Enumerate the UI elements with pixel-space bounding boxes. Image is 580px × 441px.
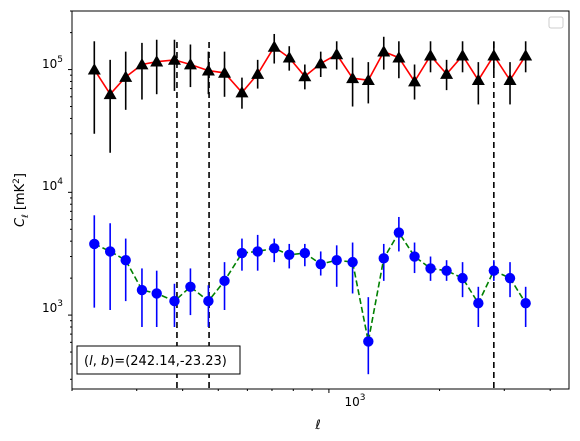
data-point	[185, 281, 196, 293]
data-point	[456, 49, 470, 61]
data-point	[363, 336, 374, 347]
series-1	[89, 215, 531, 375]
data-point	[104, 246, 116, 257]
data-point	[119, 70, 133, 82]
data-point	[457, 272, 468, 284]
data-point	[378, 253, 389, 264]
data-point	[135, 57, 149, 70]
data-point	[440, 67, 454, 79]
data-point	[284, 249, 295, 260]
data-point	[425, 263, 436, 274]
data-point	[519, 49, 533, 61]
x-axis-label: ℓ	[314, 418, 320, 433]
annotation-box: (l, b)=(242.14,-23.23)	[76, 345, 241, 375]
ticks-layer	[68, 10, 551, 393]
data-point	[314, 57, 328, 69]
series-0	[87, 33, 533, 153]
data-point	[103, 87, 117, 100]
data-point	[203, 295, 214, 307]
data-point	[488, 265, 500, 276]
series-line	[93, 45, 527, 96]
data-point	[219, 275, 230, 287]
data-point	[169, 295, 180, 307]
data-point	[347, 256, 358, 268]
legend-box	[548, 16, 564, 29]
data-point	[151, 288, 162, 299]
data-point	[393, 227, 405, 238]
data-point	[346, 71, 360, 84]
data-point	[377, 45, 391, 57]
data-point	[236, 247, 248, 259]
data-point	[503, 73, 517, 86]
series-line	[93, 231, 527, 342]
data-point	[201, 64, 215, 76]
data-point	[409, 251, 420, 262]
data-point	[298, 69, 312, 82]
data-point	[120, 254, 131, 266]
data-point	[330, 47, 344, 60]
y-axis-label: Cℓ [mK2]	[12, 173, 31, 227]
y-tick-label-1e5: 105	[42, 55, 63, 71]
series-layer	[87, 33, 533, 375]
data-point	[361, 73, 375, 86]
data-point	[520, 297, 531, 309]
data-point	[282, 51, 296, 63]
y-tick-label-1e4: 104	[42, 177, 63, 193]
data-point	[89, 238, 100, 250]
data-point	[167, 53, 181, 65]
data-point	[251, 67, 265, 79]
annotation-text: (l, b)=(242.14,-23.23)	[84, 354, 227, 369]
data-point	[424, 49, 438, 61]
data-point	[252, 246, 263, 257]
data-point	[183, 57, 197, 70]
data-point	[315, 258, 326, 270]
data-point	[392, 51, 406, 63]
data-point	[299, 247, 311, 259]
data-point	[235, 86, 249, 98]
data-point	[473, 297, 484, 309]
data-point	[218, 66, 232, 78]
x-tick-label-1e3: 103	[344, 393, 365, 409]
data-point	[269, 243, 280, 254]
data-point	[136, 284, 148, 296]
data-point	[441, 265, 452, 276]
data-point	[408, 74, 422, 87]
data-point	[504, 272, 516, 284]
data-point	[150, 55, 164, 67]
data-point	[487, 49, 501, 61]
plot-frame	[71, 10, 570, 390]
y-tick-label-1e3: 103	[42, 299, 63, 315]
data-point	[331, 254, 342, 266]
data-point	[87, 63, 101, 75]
data-point	[267, 40, 281, 52]
data-point	[471, 73, 485, 86]
vertical-lines	[176, 42, 495, 389]
